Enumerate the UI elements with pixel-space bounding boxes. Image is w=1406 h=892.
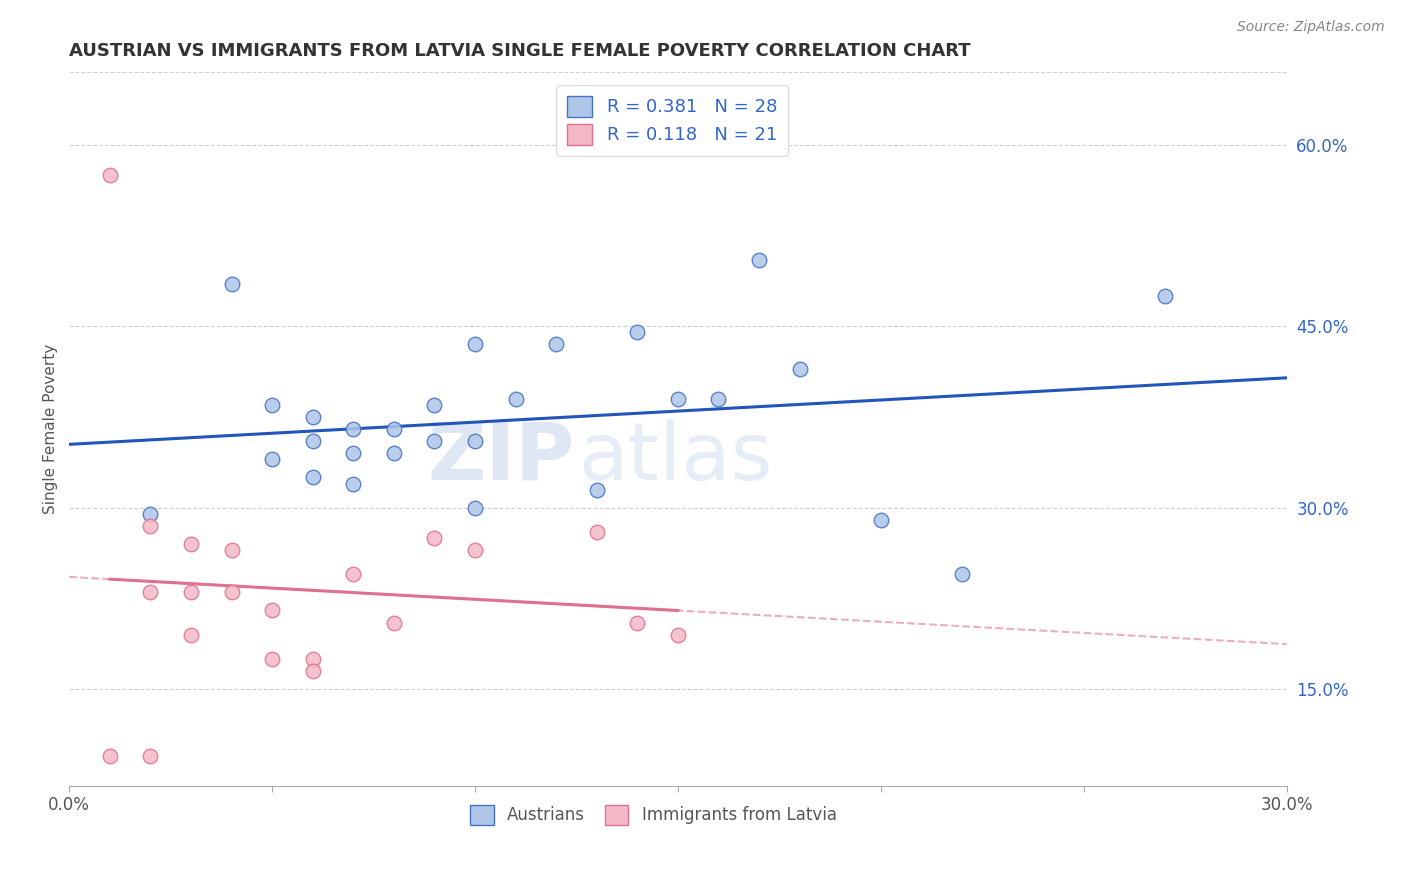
Point: [382, 446, 405, 460]
Point: [423, 531, 446, 545]
Point: [342, 567, 364, 582]
Point: [342, 446, 364, 460]
Point: [707, 392, 730, 406]
Point: [301, 470, 323, 484]
Point: [748, 252, 770, 267]
Point: [180, 537, 202, 551]
Text: atlas: atlas: [578, 418, 772, 497]
Point: [262, 398, 284, 412]
Point: [1153, 289, 1175, 303]
Point: [342, 422, 364, 436]
Point: [139, 585, 162, 599]
Point: [666, 392, 689, 406]
Point: [139, 518, 162, 533]
Point: [950, 567, 973, 582]
Point: [262, 603, 284, 617]
Point: [180, 627, 202, 641]
Point: [301, 410, 323, 425]
Point: [221, 277, 243, 291]
Point: [301, 664, 323, 678]
Text: AUSTRIAN VS IMMIGRANTS FROM LATVIA SINGLE FEMALE POVERTY CORRELATION CHART: AUSTRIAN VS IMMIGRANTS FROM LATVIA SINGL…: [69, 42, 972, 60]
Point: [423, 434, 446, 449]
Point: [666, 627, 689, 641]
Point: [342, 476, 364, 491]
Point: [301, 652, 323, 666]
Point: [382, 615, 405, 630]
Point: [464, 543, 486, 558]
Point: [139, 748, 162, 763]
Point: [139, 507, 162, 521]
Point: [789, 361, 811, 376]
Point: [180, 585, 202, 599]
Point: [382, 422, 405, 436]
Point: [262, 652, 284, 666]
Point: [464, 337, 486, 351]
Legend: Austrians, Immigrants from Latvia: Austrians, Immigrants from Latvia: [460, 796, 846, 835]
Point: [464, 434, 486, 449]
Point: [262, 452, 284, 467]
Point: [221, 585, 243, 599]
Point: [626, 615, 648, 630]
Y-axis label: Single Female Poverty: Single Female Poverty: [44, 344, 58, 514]
Point: [301, 434, 323, 449]
Point: [505, 392, 527, 406]
Point: [98, 168, 121, 182]
Point: [585, 483, 607, 497]
Point: [423, 398, 446, 412]
Text: Source: ZipAtlas.com: Source: ZipAtlas.com: [1237, 20, 1385, 34]
Point: [869, 513, 891, 527]
Point: [546, 337, 568, 351]
Point: [221, 543, 243, 558]
Point: [98, 748, 121, 763]
Point: [626, 326, 648, 340]
Text: ZIP: ZIP: [427, 418, 575, 497]
Point: [585, 524, 607, 539]
Point: [464, 500, 486, 515]
